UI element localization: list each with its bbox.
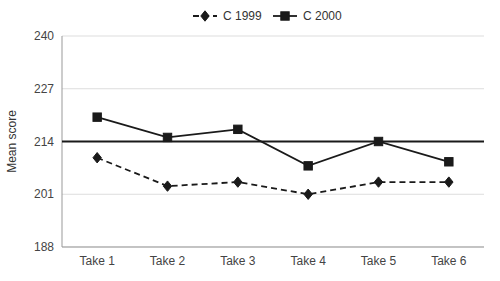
x-tick-label: Take 4	[290, 254, 326, 268]
series-1	[93, 113, 453, 170]
legend-label: C 2000	[303, 9, 342, 23]
series-marker	[445, 177, 453, 187]
grid-line	[62, 194, 484, 195]
series-line	[97, 158, 449, 195]
y-tick-label: 201	[34, 187, 54, 201]
series-0	[93, 153, 453, 200]
plot-area	[62, 113, 484, 199]
series-marker	[304, 189, 312, 199]
series-marker	[234, 125, 242, 133]
x-tick-label: Take 5	[361, 254, 397, 268]
series-marker	[445, 158, 453, 166]
series-marker	[163, 133, 171, 141]
series-line	[97, 117, 449, 166]
y-tick-label: 240	[34, 29, 54, 43]
grid-line	[62, 88, 484, 89]
chart-container: 188201214227240Take 1Take 2Take 3Take 4T…	[0, 0, 500, 281]
series-marker	[93, 113, 101, 121]
x-axis: Take 1 Take 2 Take 3 Take 4 Take 5 Take 6	[79, 254, 466, 268]
x-tick-label: Take 1	[79, 254, 115, 268]
grid-line	[62, 141, 484, 142]
grid-line	[62, 247, 484, 248]
y-axis: 188 201 214 227 240	[34, 29, 484, 254]
x-tick-label: Take 6	[431, 254, 467, 268]
legend-marker	[201, 11, 209, 21]
x-tick-label: Take 3	[220, 254, 256, 268]
series-marker	[374, 177, 382, 187]
series-marker	[304, 162, 312, 170]
series-marker	[374, 137, 382, 145]
x-axis-line	[62, 247, 484, 248]
series-marker	[163, 181, 171, 191]
chart: 188201214227240Take 1Take 2Take 3Take 4T…	[0, 0, 500, 281]
y-tick-label: 227	[34, 82, 54, 96]
y-axis-label: Mean score	[5, 110, 19, 173]
legend-marker	[281, 12, 289, 20]
legend: C 1999 C 2000	[193, 9, 342, 23]
x-tick-label: Take 2	[150, 254, 186, 268]
series-marker	[93, 153, 101, 163]
series-marker	[234, 177, 242, 187]
legend-label: C 1999	[223, 9, 262, 23]
grid-line	[62, 36, 484, 37]
y-tick-label: 214	[34, 135, 54, 149]
mean-line	[62, 140, 484, 142]
y-tick-label: 188	[34, 240, 54, 254]
